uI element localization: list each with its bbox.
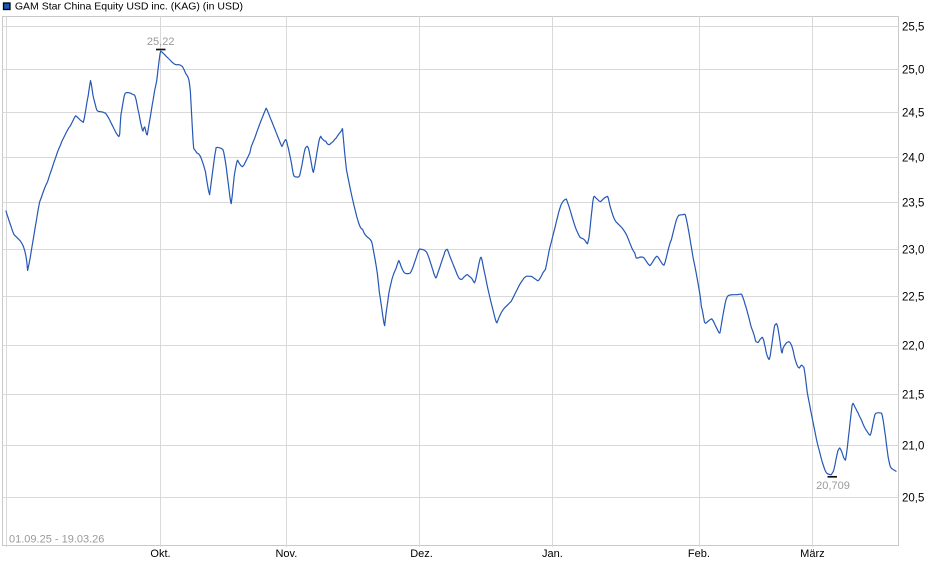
svg-text:24,5: 24,5 <box>902 108 924 120</box>
svg-text:23,0: 23,0 <box>902 245 924 257</box>
svg-text:22,0: 22,0 <box>902 341 924 353</box>
svg-text:März: März <box>800 548 824 560</box>
svg-text:21,0: 21,0 <box>902 441 924 453</box>
svg-text:25,5: 25,5 <box>902 22 924 34</box>
svg-text:22,5: 22,5 <box>902 292 924 304</box>
svg-text:25,22: 25,22 <box>147 36 175 48</box>
svg-text:20,5: 20,5 <box>902 493 924 505</box>
svg-text:Okt.: Okt. <box>150 548 170 560</box>
svg-text:Nov.: Nov. <box>275 548 297 560</box>
svg-text:Feb.: Feb. <box>688 548 710 560</box>
svg-text:23,5: 23,5 <box>902 198 924 210</box>
svg-text:Dez.: Dez. <box>410 548 433 560</box>
svg-text:25,0: 25,0 <box>902 65 924 77</box>
svg-text:21,5: 21,5 <box>902 390 924 402</box>
svg-text:24,0: 24,0 <box>902 153 924 165</box>
svg-text:20,709: 20,709 <box>816 480 850 492</box>
svg-text:Jan.: Jan. <box>542 548 563 560</box>
svg-text:01.09.25 - 19.03.26: 01.09.25 - 19.03.26 <box>9 534 104 546</box>
svg-text:GAM Star China Equity USD inc.: GAM Star China Equity USD inc. (KAG) (in… <box>15 0 243 12</box>
